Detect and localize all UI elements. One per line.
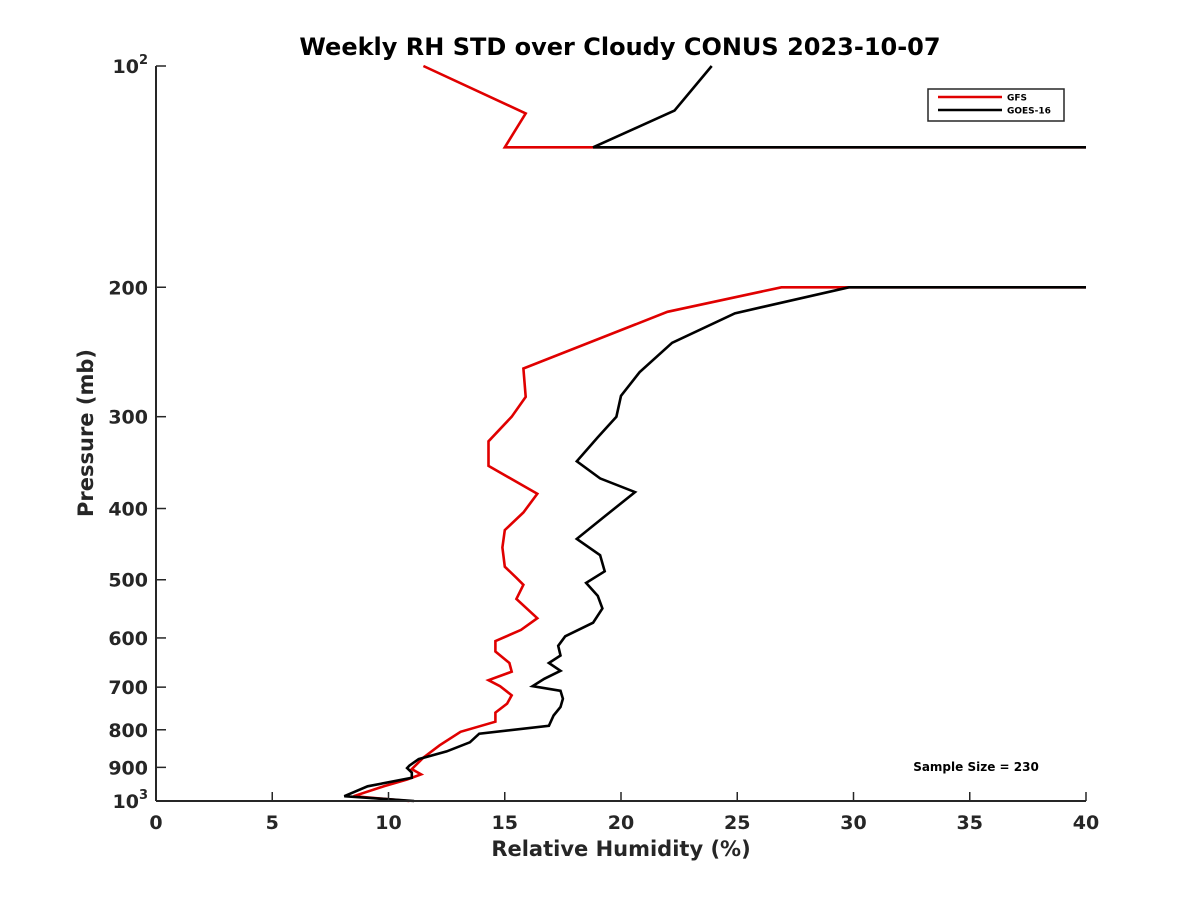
x-tick-label: 25 <box>724 812 750 834</box>
sample-size-annotation: Sample Size = 230 <box>913 760 1039 774</box>
x-tick-label: 15 <box>492 812 518 834</box>
legend-label-goes-16: GOES-16 <box>1007 107 1051 117</box>
x-ticks: 0 5 10 15 20 25 30 35 40 <box>149 792 1099 834</box>
y-tick-label: 700 <box>108 677 148 699</box>
legend-label-gfs: GFS <box>1007 94 1027 104</box>
y-tick-label: 400 <box>108 499 148 521</box>
legend: GFS GOES-16 <box>927 88 1065 122</box>
y-tick-label: 103 <box>113 788 149 813</box>
y-axis-label: Pressure (mb) <box>74 349 98 517</box>
x-tick-label: 40 <box>1073 812 1099 834</box>
series-line-goes-16-1 <box>592 65 1086 149</box>
x-tick-label: 30 <box>840 812 866 834</box>
series-line-gfs-2 <box>353 285 1086 803</box>
y-tick-label: 900 <box>108 757 148 779</box>
legend-box <box>927 88 1065 122</box>
y-tick-label: 200 <box>108 277 148 299</box>
plot-lines <box>343 64 1086 803</box>
y-tick-label: 600 <box>108 628 148 650</box>
x-axis-label: Relative Humidity (%) <box>491 837 750 861</box>
x-tick-label: 5 <box>266 812 279 834</box>
y-ticks: 102 200 300 400 500 600 700 800 900 103 <box>108 53 166 813</box>
y-tick-label: 300 <box>108 407 148 429</box>
y-tick-label: 500 <box>108 570 148 592</box>
y-tick-label: 102 <box>113 53 149 78</box>
x-tick-label: 10 <box>375 812 401 834</box>
chart-title: Weekly RH STD over Cloudy CONUS 2023-10-… <box>299 33 940 61</box>
x-tick-label: 0 <box>149 812 162 834</box>
x-tick-label: 35 <box>957 812 983 834</box>
axes <box>155 66 1086 802</box>
x-tick-label: 20 <box>608 812 634 834</box>
y-tick-label: 800 <box>108 720 148 742</box>
series-line-goes-16-2 <box>343 285 1086 803</box>
